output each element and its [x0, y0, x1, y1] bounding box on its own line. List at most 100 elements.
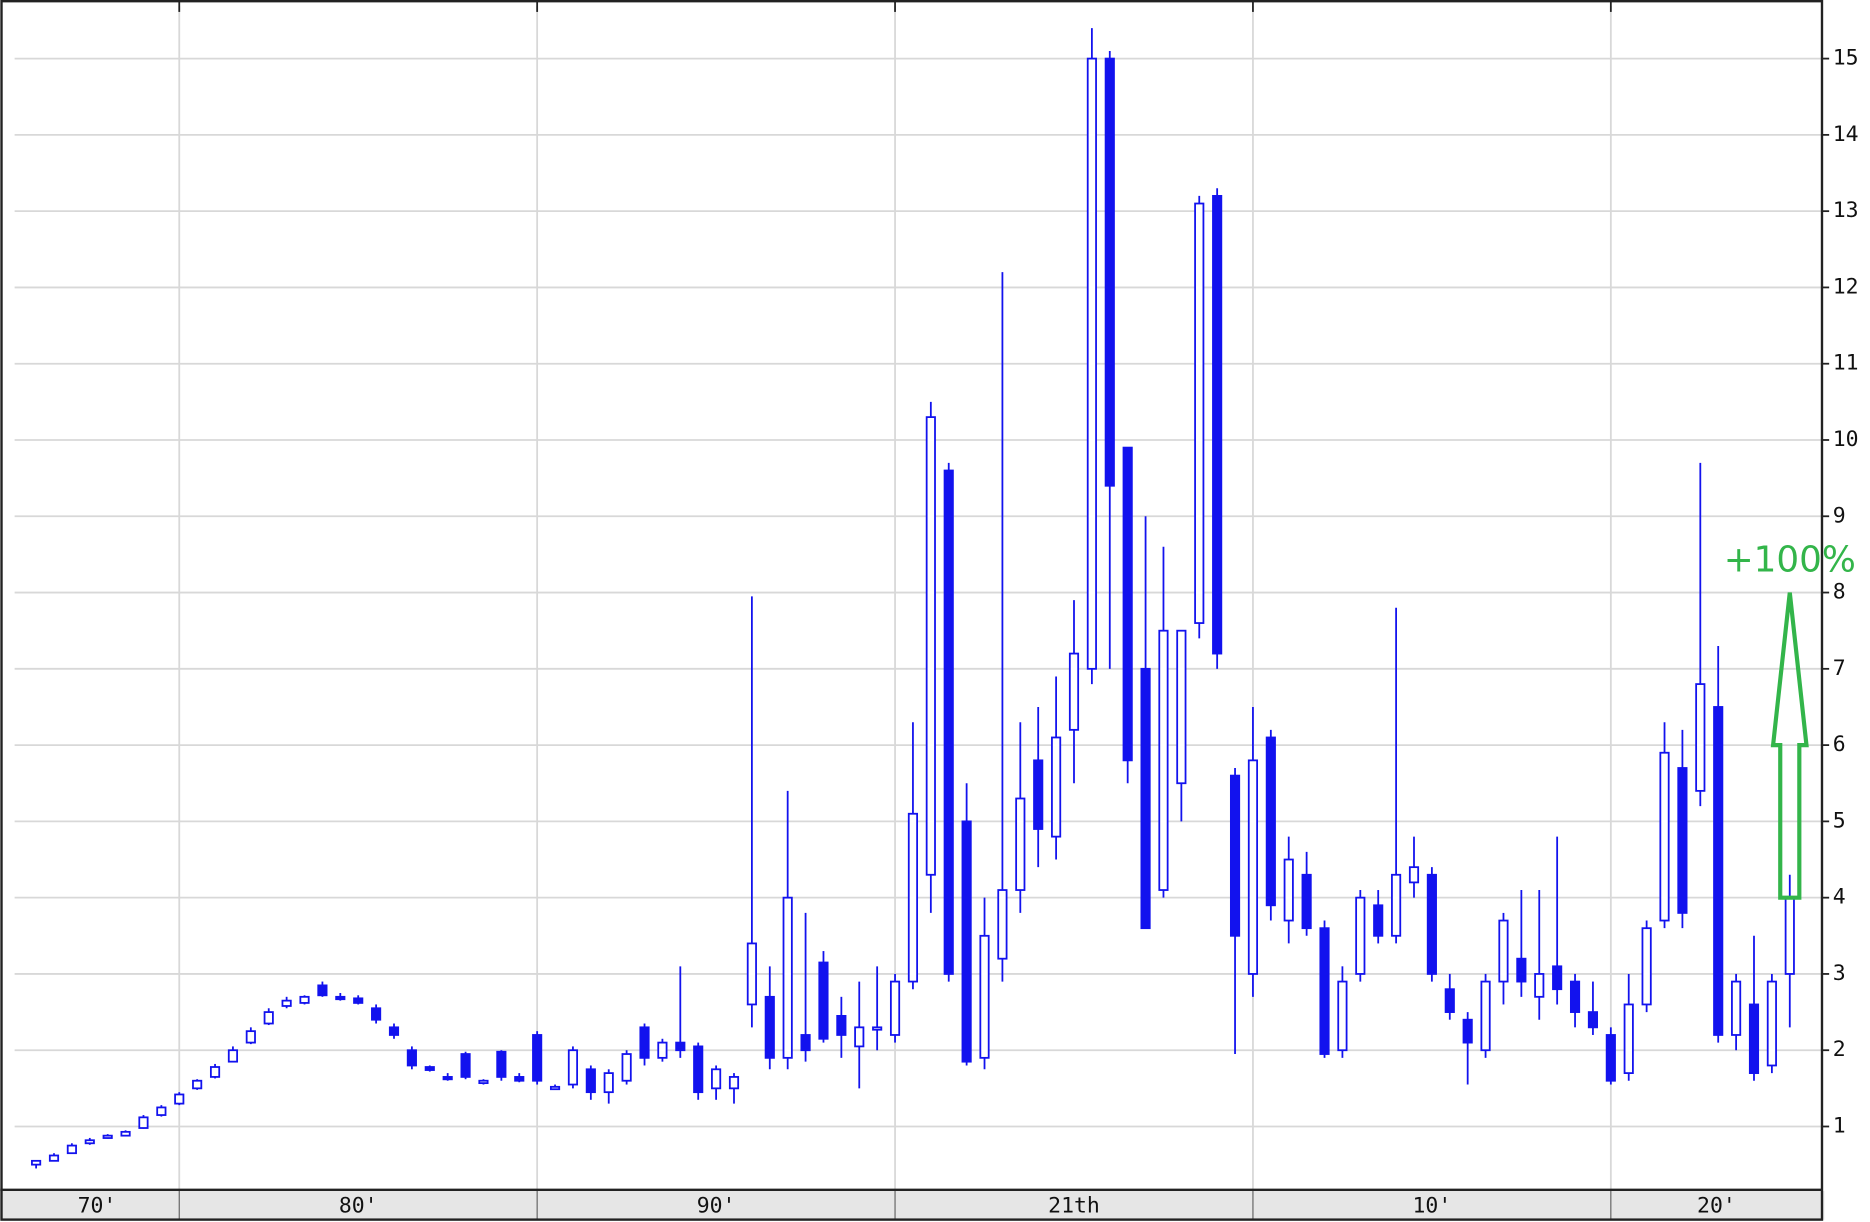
- candle-body: [371, 1007, 382, 1021]
- candle-body: [818, 961, 829, 1040]
- candle-body: [120, 1130, 131, 1137]
- candle-body: [925, 416, 936, 876]
- y-tick-label: 5: [1833, 808, 1846, 833]
- candle-body: [102, 1134, 113, 1139]
- candle-body: [657, 1041, 668, 1059]
- candle-body: [549, 1085, 561, 1091]
- candle-body: [979, 934, 990, 1059]
- candle-body: [639, 1026, 650, 1059]
- candle-body: [889, 980, 901, 1036]
- candle-body: [854, 1026, 865, 1048]
- candle-body: [1140, 667, 1151, 930]
- y-tick-label: 7: [1833, 656, 1846, 681]
- y-tick-label: 9: [1833, 503, 1846, 528]
- candle-body: [317, 984, 328, 997]
- candle-body: [388, 1026, 400, 1036]
- candle-body: [281, 999, 292, 1007]
- candle-body: [1194, 202, 1205, 624]
- annotation-label: +100%: [1724, 540, 1856, 581]
- y-tick-label: 1: [1833, 1113, 1846, 1138]
- candle-body: [1569, 980, 1581, 1013]
- candle-body: [353, 997, 364, 1004]
- candle-body: [1605, 1034, 1616, 1082]
- candle-body: [1283, 858, 1294, 922]
- candle-body: [138, 1116, 149, 1129]
- candle-body: [764, 995, 775, 1059]
- candle-body: [245, 1030, 256, 1044]
- candle-body: [1462, 1018, 1473, 1044]
- candle-body: [424, 1066, 435, 1071]
- candle-body: [1784, 896, 1795, 975]
- candle-body: [1516, 957, 1527, 983]
- candle-body: [1265, 736, 1276, 907]
- candle-body: [31, 1159, 42, 1166]
- candle-body: [532, 1034, 543, 1082]
- candle-body: [299, 995, 310, 1004]
- candle-body: [782, 896, 793, 1059]
- candle-body: [1229, 774, 1241, 937]
- candle-body: [1641, 927, 1652, 1006]
- candle-body: [1247, 759, 1259, 975]
- candle-body: [1713, 706, 1724, 1036]
- x-tick-label: 21th: [1048, 1194, 1100, 1219]
- candle-body: [907, 812, 919, 983]
- candle-body: [192, 1079, 203, 1090]
- candle-body: [84, 1139, 95, 1145]
- candle-body: [1355, 896, 1366, 975]
- candle-body: [997, 889, 1008, 960]
- candle-body: [1086, 57, 1097, 670]
- y-tick-label: 2: [1833, 1037, 1846, 1062]
- candle-body: [1695, 683, 1706, 792]
- candle-body: [406, 1049, 417, 1067]
- candle-body: [1748, 1003, 1760, 1074]
- y-tick-label: 4: [1833, 885, 1846, 910]
- candle-body: [746, 942, 757, 1006]
- candle-body: [1623, 1003, 1634, 1074]
- x-axis-strip: [0, 1191, 1825, 1220]
- candle-body: [800, 1034, 811, 1052]
- y-tick-label: 6: [1833, 732, 1846, 757]
- candle-body: [174, 1093, 185, 1105]
- candle-body: [1498, 919, 1509, 983]
- candle-body: [1301, 873, 1312, 930]
- candle-body: [693, 1045, 704, 1094]
- candle-body: [1373, 904, 1384, 937]
- candle-body: [48, 1154, 60, 1162]
- y-tick-label: 13: [1833, 198, 1859, 223]
- candle-body: [1587, 1011, 1599, 1029]
- y-tick-label: 14: [1833, 122, 1859, 147]
- candle-body: [1426, 873, 1437, 975]
- y-tick-label: 11: [1833, 351, 1859, 376]
- candle-body: [227, 1049, 239, 1063]
- candle-body: [1534, 973, 1545, 998]
- candle-body: [675, 1041, 686, 1052]
- candle-body: [514, 1076, 525, 1082]
- candle-body: [872, 1026, 883, 1031]
- candle-body: [1068, 652, 1080, 731]
- candle-body: [1444, 988, 1455, 1013]
- y-tick-label: 3: [1833, 961, 1846, 986]
- candle-body: [460, 1053, 471, 1078]
- candle-body: [1337, 980, 1348, 1052]
- candle-body: [156, 1106, 167, 1116]
- candle-body: [1480, 980, 1491, 1052]
- candle-body: [209, 1066, 221, 1078]
- x-tick-label: 10': [1413, 1194, 1452, 1219]
- candle-body: [1766, 980, 1777, 1067]
- y-tick-label: 8: [1833, 580, 1846, 605]
- candle-body: [1391, 873, 1402, 937]
- candle-body: [496, 1050, 507, 1078]
- candle-body: [1158, 629, 1169, 891]
- candle-body: [836, 1015, 847, 1036]
- candle-body: [603, 1072, 614, 1094]
- plot-frame: [0, 0, 1824, 1221]
- candle-body: [567, 1049, 579, 1086]
- candle-body: [478, 1079, 489, 1085]
- candle-body: [1015, 797, 1026, 891]
- candle-body: [1552, 965, 1563, 991]
- candle-body: [1212, 195, 1223, 655]
- candle-body: [1104, 57, 1115, 487]
- candle-body: [621, 1053, 632, 1082]
- y-tick-label: 10: [1833, 427, 1859, 452]
- candle-body: [728, 1076, 740, 1090]
